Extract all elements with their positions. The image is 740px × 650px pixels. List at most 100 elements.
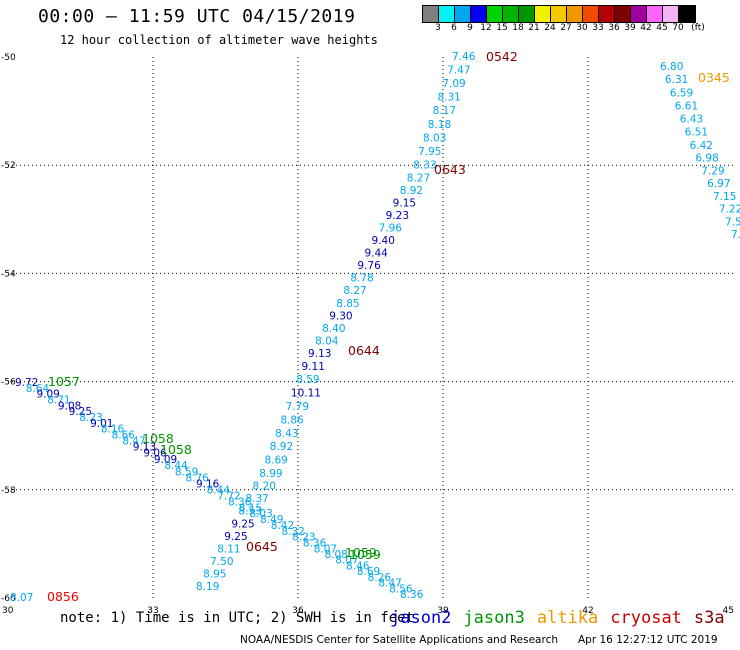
color-scale-label: 6: [451, 23, 457, 33]
y-tick-label: -56: [1, 378, 16, 388]
wave-height-value: 8.23: [79, 412, 102, 424]
color-swatch: [439, 6, 455, 22]
wave-height-value: 8.36: [303, 538, 327, 550]
mission-name: cryosat: [610, 608, 682, 628]
color-scale-label: 39: [624, 23, 636, 33]
wave-height-value: 8.47: [378, 578, 401, 590]
wave-height-value: 6.80: [660, 61, 683, 73]
wave-height-value: 9.08: [58, 400, 81, 412]
y-tick-label: -54: [1, 269, 16, 279]
wave-height-value: 9.01: [90, 418, 113, 430]
wave-height-value: 7.5: [725, 216, 740, 228]
wave-height-value: 8.03: [423, 132, 446, 144]
wave-height-value: 8.86: [280, 414, 304, 426]
pass-time-label: 0645: [246, 539, 278, 554]
pass-time-label: 1058: [160, 442, 192, 457]
wave-height-value: 8.49: [260, 514, 283, 526]
color-swatch: [487, 6, 503, 22]
color-swatch: [631, 6, 647, 22]
wave-height-value: 9.16: [196, 479, 220, 491]
wave-height-value: 8.92: [400, 185, 423, 197]
wave-height-value: 7.29: [701, 165, 724, 177]
wave-height-value: 8.53: [238, 506, 261, 518]
color-swatch: [519, 6, 535, 22]
color-scale-label: 45: [656, 23, 668, 33]
wave-height-value: 9.25: [231, 518, 254, 530]
wave-height-value: 8.64: [26, 383, 50, 395]
x-tick-label: 33: [147, 606, 158, 616]
wave-height-value: 8.26: [368, 572, 392, 584]
wave-height-value: 6.98: [695, 153, 718, 165]
mission-name: jason3: [463, 608, 525, 628]
color-swatch: [455, 6, 471, 22]
wave-height-value: 8.69: [264, 455, 287, 467]
wave-height-value: 8.44: [207, 485, 231, 497]
color-swatch: [567, 6, 583, 22]
color-swatch: [583, 6, 599, 22]
y-tick-label: -52: [1, 161, 16, 171]
wave-height-value: 9.44: [364, 248, 388, 260]
color-swatch: [535, 6, 551, 22]
map-title: 00:00 – 11:59 UTC 04/15/2019: [38, 6, 356, 27]
wave-height-value: 7.46: [452, 51, 476, 63]
wave-height-value: 7.50: [210, 556, 233, 568]
color-swatch: [615, 6, 631, 22]
wave-height-value: 9.25: [224, 531, 247, 543]
color-scale-label: 9: [467, 23, 473, 33]
wave-height-value: 7.95: [418, 146, 441, 158]
wave-height-value: 6.59: [670, 87, 693, 99]
color-swatch: [503, 6, 519, 22]
wave-height-value: 7.09: [442, 78, 465, 90]
color-scale-label: 33: [592, 23, 604, 33]
wave-height-value: 8.56: [389, 583, 413, 595]
generated-timestamp: Apr 16 12:27:12 UTC 2019: [578, 634, 718, 646]
color-scale-label: 18: [512, 23, 524, 33]
wave-height-value: 9.25: [69, 406, 92, 418]
x-tick-label: 39: [437, 606, 449, 616]
color-scale-label: 15: [496, 23, 508, 33]
color-swatch: [423, 6, 439, 22]
wave-height-values: 7.467.477.098.318.178.188.037.958.338.27…: [10, 51, 740, 604]
wave-height-value: 8.11: [217, 543, 240, 555]
credit-text: NOAA/NESDIS Center for Satellite Applica…: [240, 634, 558, 646]
wave-height-value: 8.36: [228, 496, 252, 508]
color-swatch: [551, 6, 567, 22]
wave-height-value: 8.44: [164, 460, 188, 472]
wave-height-value: 8.43: [275, 428, 298, 440]
color-scale-label: 42: [640, 23, 652, 33]
color-scale-label: 27: [560, 23, 572, 33]
wave-height-value: 7.72: [217, 491, 240, 503]
wave-height-value: 8.16: [101, 424, 125, 436]
wave-height-value: 6.43: [680, 114, 703, 126]
wave-height-value: 9.06: [143, 448, 167, 460]
wave-height-value: 9.13: [308, 348, 331, 360]
color-swatch: [663, 6, 679, 22]
pass-time-label: 1059: [345, 545, 377, 560]
color-scale-label: 21: [528, 23, 540, 33]
wave-height-value: 8.95: [203, 568, 226, 580]
wave-height-value: 7.22: [719, 204, 740, 216]
color-swatch: [471, 6, 487, 22]
wave-height-value: 8.99: [259, 468, 282, 480]
color-scale-label: 30: [576, 23, 588, 33]
wave-height-value: 8.66: [112, 429, 136, 441]
pass-time-label: 0856: [47, 589, 79, 604]
wave-height-value: 8.36: [400, 589, 424, 601]
wave-height-value: 8.59: [175, 466, 198, 478]
color-scale-label: (ft): [691, 23, 705, 33]
pass-time-label: 1058: [142, 431, 174, 446]
wave-height-value: 9.15: [393, 197, 416, 209]
color-scale-label: 70: [672, 23, 684, 33]
map-subtitle: 12 hour collection of altimeter wave hei…: [60, 33, 378, 47]
wave-height-value: 8.92: [270, 441, 293, 453]
color-swatch: [599, 6, 615, 22]
wave-height-value: 9.72: [15, 377, 38, 389]
wave-height-value: 6.61: [675, 100, 698, 112]
wave-height-value: 10.11: [291, 388, 321, 400]
wave-height-value: 8.17: [433, 105, 456, 117]
wave-height-value: 7.79: [286, 401, 309, 413]
y-tick-label: -60: [1, 594, 16, 604]
wave-height-value: 8.20: [253, 481, 276, 493]
